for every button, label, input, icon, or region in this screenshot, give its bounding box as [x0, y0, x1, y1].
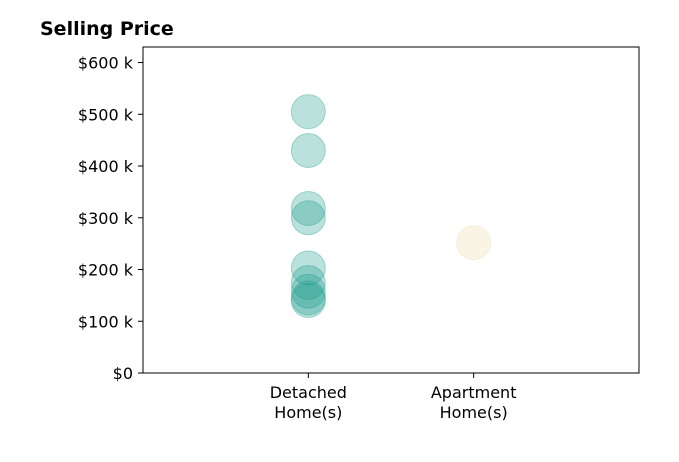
data-point: [290, 280, 326, 316]
y-tick-label: $0: [113, 364, 133, 383]
x-tick-label: Apartment Home(s): [431, 383, 517, 422]
data-point: [290, 283, 326, 319]
data-point: [456, 225, 492, 261]
data-point: [290, 264, 326, 300]
y-tick-label: $100 k: [78, 312, 134, 331]
data-point: [290, 273, 326, 309]
x-tick-label: Detached Home(s): [270, 383, 347, 422]
y-axis: $0 $100 k $200 k $300 k $400 k $500 k $600 k: [78, 54, 143, 383]
y-tick-label: $200 k: [78, 261, 134, 280]
y-tick-label: $400 k: [78, 157, 134, 176]
y-tick-label: $600 k: [78, 54, 134, 73]
data-point: [290, 94, 326, 130]
data-point: [290, 132, 326, 168]
y-tick-label: $300 k: [78, 209, 134, 228]
data-point: [290, 250, 326, 286]
data-points: [290, 94, 492, 319]
x-axis: Detached Home(s) Apartment Home(s): [270, 373, 517, 422]
y-tick-label: $500 k: [78, 105, 134, 124]
chart-title: Selling Price: [40, 18, 174, 40]
plot-area-frame: [142, 46, 640, 374]
data-point: [290, 200, 326, 236]
data-point: [290, 190, 326, 226]
